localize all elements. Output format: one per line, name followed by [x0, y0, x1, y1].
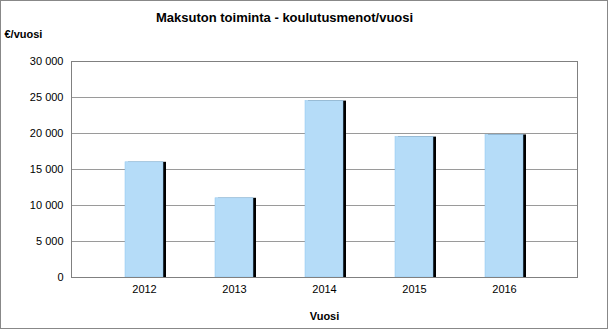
svg-text:2014: 2014 — [312, 283, 336, 295]
svg-text:15 000: 15 000 — [30, 163, 64, 175]
svg-text:0: 0 — [57, 271, 63, 283]
html-text:Maksuton toiminta - koulutusme: Maksuton toiminta - koulutusmenot/vuosi — [156, 10, 414, 25]
svg-text:5 000: 5 000 — [36, 235, 64, 247]
svg-text:30 000: 30 000 — [30, 55, 64, 67]
svg-text:2016: 2016 — [492, 283, 516, 295]
svg-text:2015: 2015 — [402, 283, 426, 295]
svg-text:10 000: 10 000 — [30, 199, 64, 211]
svg-text:2012: 2012 — [132, 283, 156, 295]
svg-text:20 000: 20 000 — [30, 127, 64, 139]
svg-text:€/vuosi: €/vuosi — [5, 28, 43, 40]
svg-text:25 000: 25 000 — [30, 91, 64, 103]
svg-text:Vuosi: Vuosi — [310, 310, 340, 322]
svg-text:2013: 2013 — [222, 283, 246, 295]
